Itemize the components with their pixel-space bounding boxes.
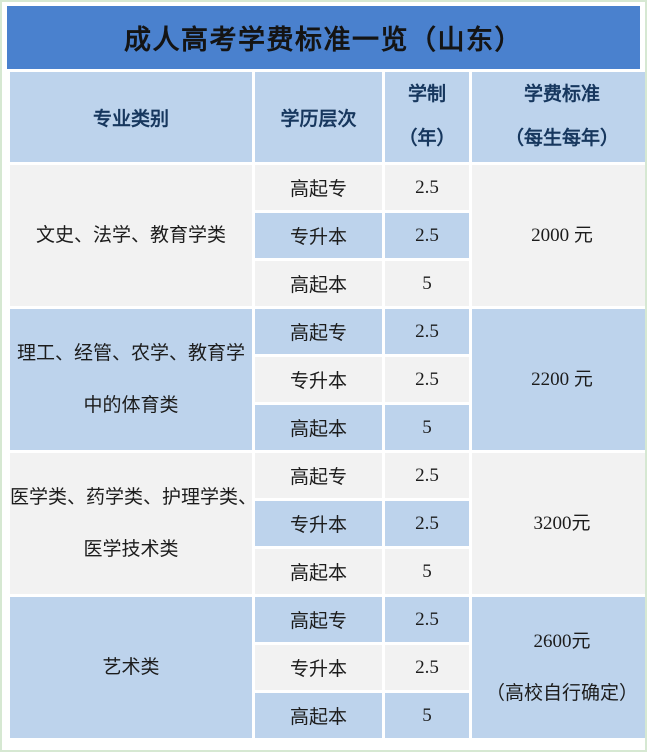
level-cell: 高起专 <box>255 453 382 498</box>
level-cell: 高起专 <box>255 165 382 210</box>
header-level: 学历层次 <box>255 72 382 162</box>
table-row: 高起本 5 <box>10 405 645 450</box>
fee-cell: 2000 元 <box>472 165 645 306</box>
table-row: 高起本 5 <box>10 693 645 738</box>
years-cell: 2.5 <box>385 309 469 354</box>
table-row: 文史、法学、教育学类 高起专 2.5 2000 元 <box>10 165 645 306</box>
category-cell: 文史、法学、教育学类 <box>10 165 252 306</box>
category-label: 医学技术类 <box>83 538 179 560</box>
years-cell: 2.5 <box>385 165 469 210</box>
years-cell: 2.5 <box>385 453 469 498</box>
years-cell: 2.5 <box>385 357 469 402</box>
category-label: 中的体育类 <box>83 394 179 416</box>
years-cell: 5 <box>385 261 469 306</box>
level-cell: 高起本 <box>255 405 382 450</box>
table-row: 专升本 2.5 <box>10 501 645 546</box>
fee-cell: 2600元 （高校自行确定） <box>472 597 645 738</box>
table-row: 高起本 5 <box>10 549 645 594</box>
table-row: 医学类、药学类、护理学类、 医学技术类 高起专 2.5 3200元 <box>10 453 645 594</box>
level-cell: 高起专 <box>255 309 382 354</box>
category-label: 文史、法学、教育学类 <box>35 224 226 246</box>
fee-label: 2600元 <box>533 630 591 652</box>
header-fee-line1: 学费标准 <box>523 84 600 105</box>
fee-cell: 3200元 <box>472 453 645 594</box>
level-cell: 高起本 <box>255 549 382 594</box>
years-cell: 5 <box>385 693 469 738</box>
category-cell: 医学类、药学类、护理学类、 医学技术类 <box>10 453 252 594</box>
years-cell: 2.5 <box>385 213 469 258</box>
table-row: 专升本 2.5 <box>10 357 645 402</box>
header-duration-line2: （年） <box>398 128 456 149</box>
page-title: 成人高考学费标准一览（山东） <box>7 6 640 69</box>
years-cell: 2.5 <box>385 597 469 642</box>
level-cell: 高起本 <box>255 693 382 738</box>
header-duration: 学制 （年） <box>385 72 469 162</box>
header-fee-line2: （每生每年） <box>504 128 619 149</box>
level-cell: 专升本 <box>255 213 382 258</box>
category-cell: 理工、经管、农学、教育学 中的体育类 <box>10 309 252 450</box>
level-cell: 专升本 <box>255 501 382 546</box>
years-cell: 5 <box>385 405 469 450</box>
fee-cell: 2200 元 <box>472 309 645 450</box>
header-category: 专业类别 <box>10 72 252 162</box>
category-label: 艺术类 <box>102 656 160 678</box>
level-cell: 高起本 <box>255 261 382 306</box>
fee-label: 3200元 <box>533 512 591 534</box>
table-row: 专升本 2.5 <box>10 213 645 258</box>
years-cell: 2.5 <box>385 501 469 546</box>
table-row: 理工、经管、农学、教育学 中的体育类 高起专 2.5 2200 元 <box>10 309 645 450</box>
header-fee: 学费标准 （每生每年） <box>472 72 645 162</box>
header-duration-line1: 学制 <box>407 84 446 105</box>
fee-label: 2200 元 <box>531 368 593 390</box>
table-header-row: 专业类别 学历层次 学制 （年） 学费标准 （每生每年） <box>10 72 645 162</box>
level-cell: 专升本 <box>255 645 382 690</box>
years-cell: 2.5 <box>385 645 469 690</box>
fee-label: （高校自行确定） <box>485 682 638 704</box>
years-cell: 5 <box>385 549 469 594</box>
category-cell: 艺术类 <box>10 597 252 738</box>
table-row: 高起本 5 <box>10 261 645 306</box>
category-label: 医学类、药学类、护理学类、 <box>10 486 252 508</box>
level-cell: 专升本 <box>255 357 382 402</box>
table-row: 艺术类 高起专 2.5 2600元 （高校自行确定） <box>10 597 645 738</box>
category-label: 理工、经管、农学、教育学 <box>16 342 245 364</box>
table-row: 专升本 2.5 <box>10 645 645 690</box>
level-cell: 高起专 <box>255 597 382 642</box>
tuition-table: 专业类别 学历层次 学制 （年） 学费标准 （每生每年） 文史、法学、教育学类 <box>7 69 645 741</box>
fee-label: 2000 元 <box>531 224 593 246</box>
